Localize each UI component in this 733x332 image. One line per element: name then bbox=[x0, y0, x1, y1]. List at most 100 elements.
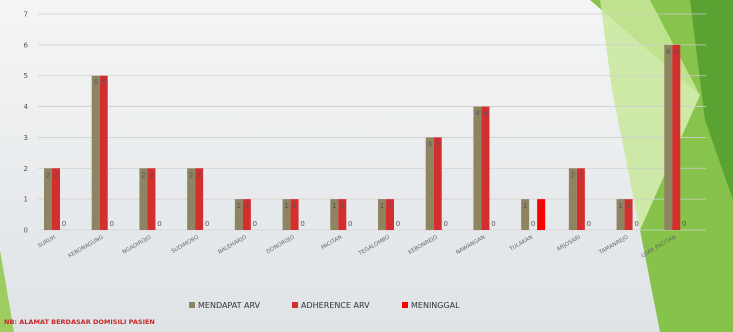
y-tick-label: 4 bbox=[24, 103, 29, 111]
data-label: 2 bbox=[54, 171, 58, 179]
x-category-label: NGADIROJO bbox=[122, 234, 153, 256]
bar bbox=[481, 106, 490, 230]
bar bbox=[386, 199, 394, 230]
data-label: 1 bbox=[618, 202, 622, 210]
data-label: 0 bbox=[300, 220, 304, 228]
bar bbox=[624, 199, 633, 230]
legend-swatch bbox=[292, 302, 298, 308]
data-label: 1 bbox=[340, 202, 344, 210]
data-label: 3 bbox=[427, 140, 431, 148]
bar bbox=[338, 199, 347, 230]
data-label: 2 bbox=[189, 171, 193, 179]
data-label: 0 bbox=[531, 220, 535, 228]
bar bbox=[195, 168, 204, 230]
x-category-label: TEGALOMBO bbox=[357, 234, 392, 257]
data-label: 1 bbox=[523, 202, 527, 210]
x-category-label: LUAR PACITAN bbox=[640, 235, 677, 260]
green-accent-shape bbox=[590, 0, 733, 332]
data-label: 2 bbox=[149, 171, 153, 179]
data-label: 0 bbox=[253, 220, 257, 228]
x-category-label: TAMANREJO bbox=[597, 234, 630, 256]
data-label: 6 bbox=[666, 48, 671, 56]
legend: MENDAPAT ARV ADHERENCE ARV MENINGGAL bbox=[189, 301, 460, 310]
x-category-label: KEBONAGUNG bbox=[67, 235, 104, 260]
bar bbox=[672, 44, 681, 230]
data-label: 5 bbox=[93, 79, 97, 87]
data-label: 1 bbox=[626, 202, 630, 210]
data-label: 2 bbox=[141, 171, 145, 179]
bar bbox=[664, 44, 673, 230]
footnote: NB: ALAMAT BERDASAR DOMISILI PASIEN bbox=[4, 318, 155, 326]
legend-swatch bbox=[189, 302, 195, 308]
bar bbox=[473, 106, 482, 230]
x-axis: SURUH KEBONAGUNG NGADIROJO SUDIMORO BALEHARJ… bbox=[37, 234, 677, 259]
grid-lines bbox=[38, 13, 706, 231]
bar bbox=[378, 199, 386, 230]
bar bbox=[616, 199, 625, 230]
data-label: 0 bbox=[348, 220, 352, 228]
data-label: 2 bbox=[197, 171, 201, 179]
bar bbox=[187, 168, 196, 230]
data-label: 2 bbox=[571, 171, 575, 179]
bar bbox=[330, 199, 339, 230]
data-label: 4 bbox=[483, 110, 488, 118]
bar bbox=[537, 199, 546, 230]
data-label: 1 bbox=[388, 202, 392, 210]
data-label: 5 bbox=[101, 79, 105, 87]
y-tick-label: 7 bbox=[24, 11, 28, 19]
y-tick-label: 0 bbox=[24, 227, 28, 235]
x-category-label: ARJOSARI bbox=[556, 234, 582, 253]
y-tick-label: 2 bbox=[24, 165, 28, 173]
y-tick-label: 5 bbox=[24, 72, 28, 80]
data-label: 0 bbox=[109, 220, 113, 228]
bar bbox=[52, 168, 60, 230]
bar bbox=[433, 137, 442, 230]
bar bbox=[139, 168, 148, 230]
dark-green-accent-shape bbox=[690, 0, 733, 200]
bar bbox=[425, 137, 434, 230]
data-label: 2 bbox=[579, 171, 583, 179]
data-label: 3 bbox=[435, 140, 439, 148]
legend-entry: MENDAPAT ARV bbox=[198, 301, 261, 310]
left-green-accent-shape bbox=[0, 250, 14, 332]
bar bbox=[242, 199, 251, 230]
bar bbox=[568, 168, 577, 230]
data-label: 0 bbox=[491, 220, 495, 228]
data-label: 6 bbox=[674, 48, 679, 56]
data-label: 4 bbox=[475, 110, 480, 118]
x-category-label: DONOROJO bbox=[266, 234, 297, 255]
data-label: 0 bbox=[62, 220, 66, 228]
data-label: 1 bbox=[539, 202, 543, 210]
x-category-label: PACITAN bbox=[320, 235, 343, 252]
legend-entry: ADHERENCE ARV bbox=[301, 301, 370, 310]
bar bbox=[521, 199, 530, 230]
legend-swatch bbox=[402, 302, 408, 308]
data-label: 1 bbox=[292, 202, 296, 210]
y-axis: 0 1 2 3 4 5 6 7 bbox=[24, 11, 29, 235]
data-label: 2 bbox=[46, 171, 50, 179]
data-label: 0 bbox=[157, 220, 161, 228]
bar bbox=[234, 199, 243, 230]
bar bbox=[99, 75, 108, 230]
data-label: 1 bbox=[237, 202, 241, 210]
y-tick-label: 1 bbox=[24, 196, 28, 204]
data-label: 0 bbox=[682, 220, 686, 228]
y-tick-label: 3 bbox=[24, 134, 28, 142]
data-label: 1 bbox=[284, 202, 288, 210]
data-label: 1 bbox=[332, 202, 336, 210]
data-label: 0 bbox=[396, 220, 400, 228]
x-category-label: NAWANGAN bbox=[455, 235, 486, 257]
x-category-label: SURUH bbox=[37, 235, 57, 250]
bar bbox=[44, 168, 52, 230]
bar bbox=[576, 168, 585, 230]
bar bbox=[282, 199, 291, 230]
x-category-label: BALEHARJO bbox=[217, 234, 248, 255]
y-tick-label: 6 bbox=[24, 41, 29, 49]
data-label: 0 bbox=[443, 220, 447, 228]
data-label: 1 bbox=[380, 202, 384, 210]
bar bbox=[290, 199, 299, 230]
x-category-label: KEBONREJO bbox=[408, 234, 440, 256]
x-category-label: TULAKAN bbox=[508, 235, 534, 254]
